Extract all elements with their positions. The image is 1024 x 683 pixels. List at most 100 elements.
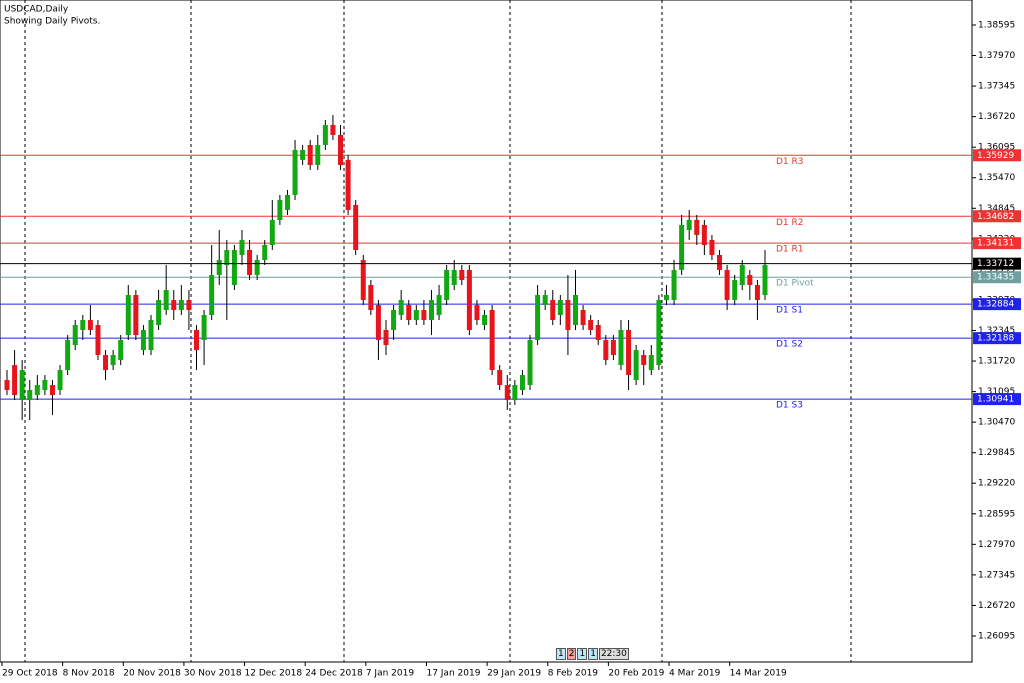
price-tag: [973, 393, 1021, 406]
y-tick-label: 1.33595: [978, 265, 1015, 275]
price-tag-label: 1.34682: [977, 212, 1014, 222]
price-tag: [973, 149, 1021, 162]
candle-body: [633, 350, 639, 381]
timer: 1 2 1 1 22:30: [556, 648, 629, 660]
x-tick-label: 24 Dec 2018: [305, 669, 363, 679]
candle-body: [535, 294, 541, 341]
candle-body: [421, 310, 427, 321]
candle-body: [527, 340, 533, 386]
candle-body: [209, 275, 215, 315]
candle-body: [57, 370, 63, 391]
candle-body: [65, 340, 71, 371]
candle-body: [330, 124, 336, 135]
candle-body: [216, 259, 222, 276]
price-tag: [973, 298, 1021, 311]
candle-body: [307, 144, 313, 165]
candle-body: [360, 259, 366, 300]
candle-body: [49, 385, 55, 396]
candle-body: [391, 310, 397, 330]
x-tick-label: 14 Mar 2019: [730, 669, 787, 679]
candle-body: [110, 355, 116, 366]
candle-body: [557, 299, 563, 315]
candle-body: [580, 310, 586, 326]
candle-body: [626, 329, 632, 376]
candle-body: [353, 204, 359, 250]
candle-body: [444, 269, 450, 300]
y-tick-label: 1.35470: [978, 173, 1015, 183]
candle-body: [345, 159, 351, 210]
price-tag: [973, 237, 1021, 250]
x-tick-label: 20 Nov 2018: [123, 669, 181, 679]
candle-body: [671, 269, 677, 300]
price-tag-label: 1.33712: [977, 259, 1014, 269]
candle-body: [148, 320, 154, 351]
candle-body: [618, 329, 624, 366]
candle-body: [641, 355, 647, 366]
x-tick-label: 29 Jan 2019: [487, 669, 541, 679]
pivot-name: D1 R1: [776, 245, 804, 255]
y-tick-label: 1.28595: [978, 509, 1015, 519]
price-tag: [973, 271, 1021, 284]
candle-body: [4, 380, 10, 391]
y-tick-label: 1.29845: [978, 448, 1015, 458]
x-tick-label: 4 Mar 2019: [669, 669, 721, 679]
price-tag: [973, 257, 1021, 270]
candle-body: [656, 299, 662, 366]
chart-subtitle: Showing Daily Pivots.: [4, 17, 100, 27]
y-tick-label: 1.38595: [978, 20, 1015, 30]
plot-frame: [0, 0, 973, 663]
x-tick-label: 7 Jan 2019: [366, 669, 414, 679]
candle-body: [254, 259, 260, 276]
candle-body: [747, 275, 753, 285]
pivot-name: D1 R2: [776, 218, 804, 228]
candle-body: [194, 329, 199, 351]
candle-body: [489, 310, 495, 371]
candle-body: [171, 299, 177, 311]
y-tick-label: 1.26720: [978, 601, 1015, 611]
y-tick-label: 1.31720: [978, 357, 1015, 367]
candle-body: [178, 299, 184, 311]
pivot-name: D1 S1: [776, 306, 803, 316]
candle-body: [565, 299, 571, 330]
pivot-name: D1 S2: [776, 340, 803, 350]
candle-body: [739, 264, 745, 285]
candle-body: [451, 269, 457, 285]
candle-body: [398, 299, 404, 315]
y-tick-label: 1.37345: [978, 82, 1015, 92]
price-tag-label: 1.32188: [977, 334, 1014, 344]
candle-body: [694, 219, 700, 235]
candle-body: [482, 314, 488, 326]
price-tag: [973, 332, 1021, 345]
candle-body: [406, 305, 412, 321]
candle-body: [542, 294, 548, 306]
candle-body: [239, 239, 245, 255]
candle-body: [550, 299, 556, 321]
candle-body: [284, 194, 290, 210]
candle-body: [459, 269, 465, 280]
price-tag-label: 1.30941: [977, 395, 1014, 405]
candle-body: [34, 385, 40, 396]
price-tag-label: 1.34131: [977, 239, 1014, 249]
y-tick-label: 1.30470: [978, 418, 1015, 428]
candle-body: [186, 299, 192, 311]
x-tick-label: 30 Nov 2018: [184, 669, 242, 679]
candle-body: [322, 124, 328, 145]
candle-body: [375, 305, 381, 341]
candle-body: [262, 244, 268, 260]
y-tick-label: 1.34845: [978, 204, 1015, 214]
candle-body: [338, 134, 344, 165]
y-tick-label: 1.27345: [978, 570, 1015, 580]
candle-body: [383, 329, 389, 346]
y-tick-label: 1.36095: [978, 143, 1015, 153]
y-tick-label: 1.37970: [978, 51, 1015, 61]
timer-box: 2: [566, 648, 577, 660]
price-tag-label: 1.33435: [977, 273, 1014, 283]
candle-body: [428, 299, 434, 321]
timer-box: 1: [556, 648, 566, 660]
y-tick-label: 1.31095: [978, 387, 1015, 397]
y-tick-label: 1.26095: [978, 631, 1015, 641]
candle-body: [277, 199, 283, 220]
pivot-name: D1 S3: [776, 401, 803, 411]
candle-body: [19, 370, 25, 401]
